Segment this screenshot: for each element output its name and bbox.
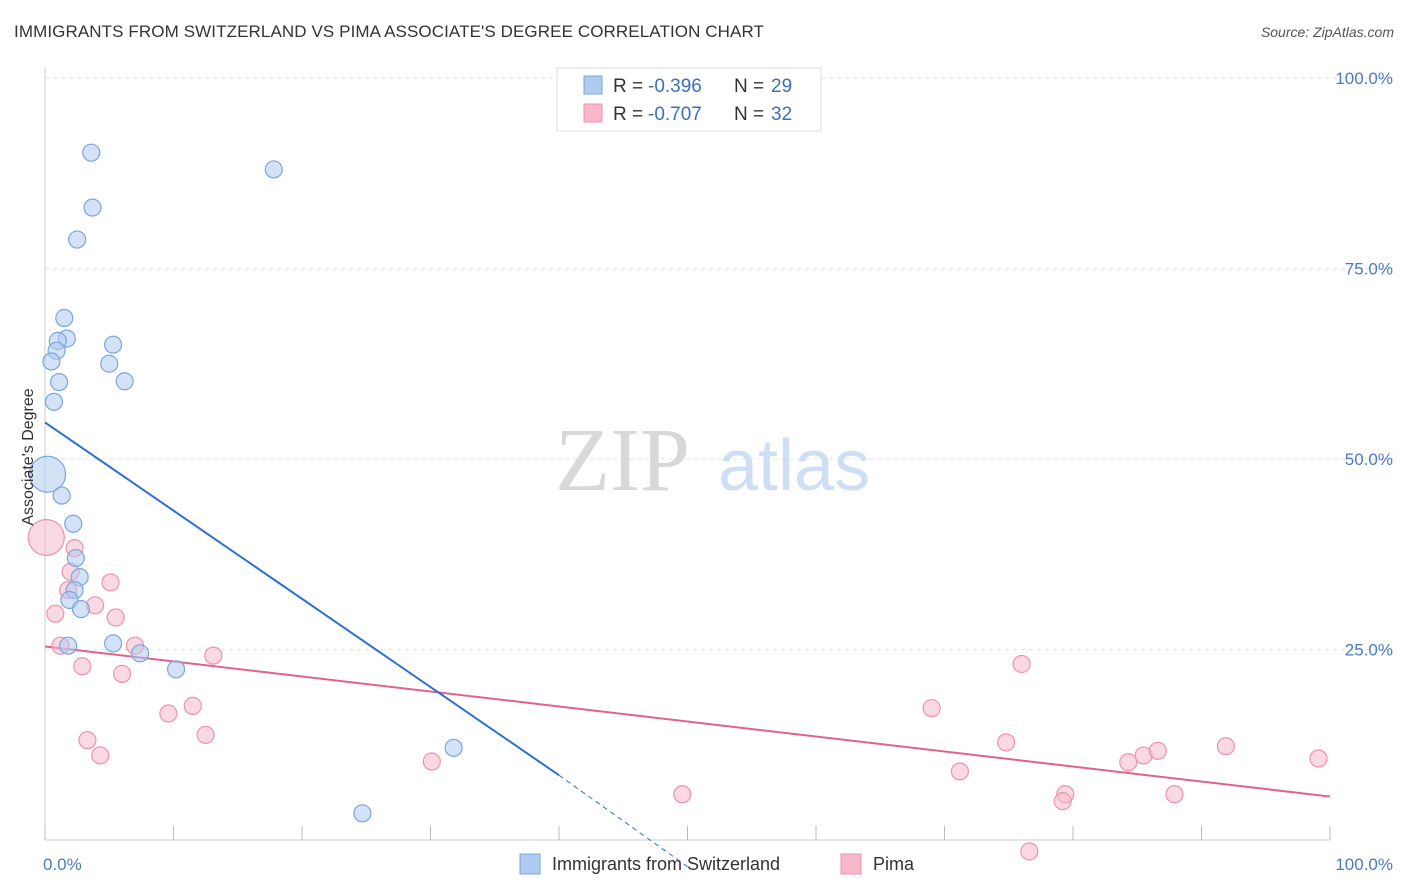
data-point-pima (1165, 785, 1184, 804)
data-point-switzerland (264, 160, 283, 179)
y-tick-label-75: 75.0% (1345, 260, 1393, 279)
data-point-pima (91, 746, 110, 765)
data-point-switzerland (166, 660, 186, 679)
y-tick-label-25: 25.0% (1345, 641, 1393, 660)
stats-r-value-2: -0.707 (648, 104, 702, 125)
data-point-pima (422, 752, 441, 771)
data-point-pima (1119, 753, 1138, 772)
data-point-pima (1216, 737, 1236, 756)
y-tick-label-100: 100.0% (1335, 69, 1393, 88)
y-axis-title: Associate's Degree (20, 388, 37, 525)
data-point-switzerland (52, 486, 71, 505)
data-point-pima (673, 785, 692, 804)
data-point-pima (196, 725, 215, 744)
data-point-switzerland (68, 230, 87, 249)
data-point-switzerland (59, 636, 78, 655)
stats-n-label-1: N = (734, 76, 764, 97)
x-tick-label-100: 100.0% (1335, 855, 1393, 874)
stats-n-value-1: 29 (771, 76, 792, 97)
stats-swatch-pima (583, 103, 603, 123)
data-point-pima (1020, 842, 1039, 861)
legend-swatch-switzerland (519, 853, 541, 875)
data-point-pima (183, 696, 202, 715)
source-label: Source: ZipAtlas.com (1260, 24, 1394, 40)
data-point-switzerland (66, 548, 85, 568)
data-point-switzerland (104, 335, 123, 354)
data-point-switzerland (50, 372, 69, 392)
data-point-switzerland (83, 198, 102, 217)
data-point-switzerland (100, 354, 119, 373)
watermark: ZIP atlas (555, 411, 870, 510)
stats-r-label-1: R = (613, 76, 643, 97)
data-point-switzerland (64, 514, 83, 533)
data-point-pima (112, 664, 132, 683)
data-point-pima (46, 604, 65, 623)
data-point-switzerland (71, 600, 91, 619)
gridlines (45, 77, 1393, 650)
data-point-switzerland (44, 392, 64, 411)
data-point-pima (204, 646, 223, 665)
data-point-pima (73, 657, 92, 676)
data-point-switzerland (130, 644, 150, 663)
stats-r-value-1: -0.396 (648, 76, 702, 97)
stats-swatch-switzerland (583, 75, 603, 95)
data-point-switzerland (115, 372, 134, 391)
watermark-zip: ZIP (555, 411, 690, 510)
stats-n-label-2: N = (734, 104, 764, 125)
data-point-switzerland (353, 804, 372, 823)
data-point-switzerland (55, 308, 74, 328)
data-point-pima (997, 733, 1016, 752)
stats-n-value-2: 32 (771, 104, 792, 125)
trend-line-switzerland (44, 421, 560, 777)
legend-swatch-pima (840, 853, 862, 875)
data-point-pima (101, 573, 120, 592)
data-point-pima (106, 608, 125, 627)
data-point-switzerland (82, 143, 101, 162)
tick-labels: 100.0% 75.0% 50.0% 25.0% 0.0% 100.0% (43, 69, 1393, 874)
chart-title: IMMIGRANTS FROM SWITZERLAND VS PIMA ASSO… (14, 22, 765, 41)
data-point-switzerland (28, 455, 67, 493)
x-tick-label-0: 0.0% (43, 855, 82, 874)
trend-line-pima (44, 645, 1331, 798)
data-point-pima (1148, 741, 1167, 760)
stats-box: R = -0.396 N = 29 R = -0.707 N = 32 (556, 67, 822, 132)
legend-label-pima: Pima (873, 854, 915, 874)
data-point-pima (950, 762, 970, 781)
y-tick-label-50: 50.0% (1345, 450, 1393, 469)
data-point-pima (27, 518, 65, 557)
data-point-switzerland (444, 738, 463, 757)
trend-lines (44, 421, 1331, 868)
watermark-atlas: atlas (718, 426, 870, 506)
data-point-pima (78, 731, 97, 750)
data-point-switzerland (104, 634, 123, 653)
legend: Immigrants from Switzerland Pima (519, 853, 915, 875)
data-points (27, 143, 1328, 861)
data-point-pima (922, 699, 941, 718)
data-point-switzerland (42, 352, 61, 371)
trend-line-switzerland-extension (558, 774, 688, 868)
axes (44, 68, 1331, 841)
stats-r-label-2: R = (613, 104, 643, 125)
data-point-pima (159, 704, 178, 723)
data-point-pima (1012, 654, 1031, 674)
data-point-pima (1053, 792, 1072, 811)
data-point-pima (1309, 749, 1328, 768)
legend-label-switzerland: Immigrants from Switzerland (552, 854, 780, 874)
